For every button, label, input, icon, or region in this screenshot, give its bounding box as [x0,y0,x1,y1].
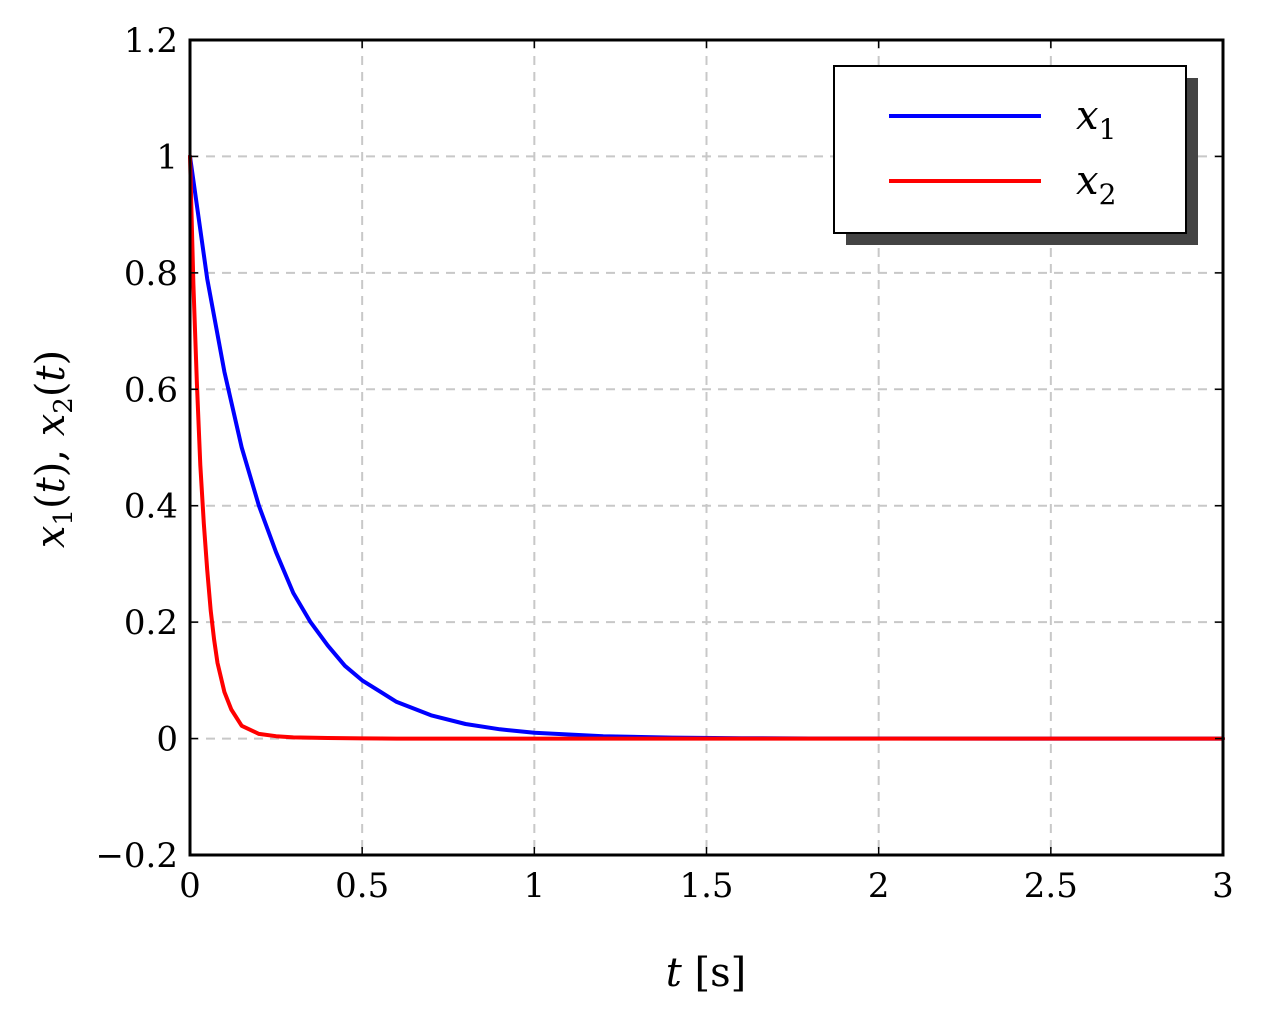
y-axis-title: x1(t), x2(t) [28,350,79,548]
series-line-x2 [188,154,1225,741]
x-tick-label: 0.5 [335,866,389,906]
x-tick-label: 2.5 [1024,866,1078,906]
x-axis-title: t [s] [666,950,747,996]
legend-label-x1: x1 [1076,93,1116,146]
svg-text:x1(t), x2(t): x1(t), x2(t) [28,350,79,548]
legend-box [833,65,1187,234]
x-tick-label: 2 [868,866,890,906]
series-lines [188,154,1225,741]
axis-ticks [189,39,1224,856]
y-tick-label: −0.2 [95,836,178,876]
svg-text:t [s]: t [s] [666,950,747,996]
x-tick-label: 1.5 [679,866,733,906]
y-tick-label: 0.6 [124,370,178,410]
x-tick-labels: 0 0.5 1 1.5 2 2.5 3 [179,866,1234,906]
y-tick-label: 0.8 [124,254,178,294]
y-tick-label: 1 [156,137,178,177]
y-tick-label: 0.2 [124,603,178,643]
x-tick-label: 0 [179,866,201,906]
legend-label-x2: x2 [1076,158,1116,211]
y-tick-labels: −0.2 0 0.2 0.4 0.6 0.8 1 1.2 [95,21,178,876]
x-tick-label: 3 [1212,866,1234,906]
y-tick-label: 0 [156,720,178,760]
y-tick-label: 0.4 [124,487,178,527]
x-tick-label: 1 [524,866,546,906]
y-tick-label: 1.2 [124,21,178,61]
